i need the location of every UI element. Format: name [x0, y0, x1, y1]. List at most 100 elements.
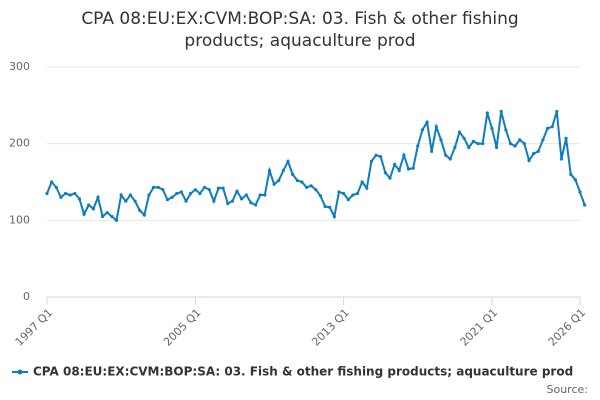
data-point	[314, 188, 318, 192]
data-point	[87, 203, 91, 207]
data-point	[304, 185, 309, 189]
data-point	[110, 214, 114, 219]
data-point	[402, 153, 406, 157]
data-point	[457, 130, 462, 134]
data-point	[59, 195, 63, 199]
y-tick-label: 300	[9, 60, 30, 73]
data-point	[439, 138, 443, 142]
data-point	[272, 182, 276, 186]
data-point	[50, 180, 54, 184]
data-point	[235, 189, 239, 193]
data-point	[189, 191, 193, 196]
y-tick-label: 0	[23, 290, 30, 303]
data-point	[425, 120, 429, 124]
data-point	[45, 191, 49, 196]
data-point	[328, 205, 332, 209]
data-point	[476, 142, 480, 146]
data-point	[323, 204, 327, 209]
data-point	[583, 203, 587, 207]
data-point	[318, 194, 323, 198]
data-point	[193, 188, 197, 192]
data-point	[138, 208, 142, 212]
data-point	[68, 193, 72, 197]
data-point	[91, 207, 95, 211]
legend-marker	[17, 369, 23, 375]
data-point	[559, 157, 564, 161]
data-point	[355, 191, 360, 196]
data-point	[388, 176, 392, 180]
data-point	[518, 138, 522, 142]
data-point	[485, 111, 489, 115]
data-point	[573, 178, 577, 182]
data-point	[309, 184, 313, 188]
data-point	[467, 145, 471, 150]
data-point	[351, 193, 355, 197]
data-point	[369, 159, 374, 163]
chart-title: CPA 08:EU:EX:CVM:BOP:SA: 03. Fish & othe…	[81, 9, 519, 51]
data-point	[430, 149, 434, 153]
data-point	[96, 195, 100, 199]
data-point	[397, 168, 401, 173]
x-tick-label: 2013 Q1	[309, 306, 352, 349]
data-point	[471, 139, 475, 143]
data-point	[286, 159, 290, 163]
data-point	[184, 199, 188, 203]
data-point	[105, 211, 109, 215]
data-point	[365, 186, 369, 190]
data-point	[119, 193, 123, 197]
data-point	[133, 199, 137, 203]
data-point	[267, 168, 272, 173]
x-tick-label: 1997 Q1	[13, 306, 56, 349]
data-point	[253, 203, 258, 207]
data-point	[221, 186, 225, 190]
data-point	[337, 190, 341, 194]
data-point	[202, 185, 207, 189]
data-point	[545, 126, 550, 130]
data-point	[393, 162, 397, 166]
data-point	[481, 142, 485, 146]
data-point	[54, 185, 58, 189]
data-point	[207, 188, 211, 192]
data-point	[443, 153, 448, 157]
data-point	[249, 201, 253, 205]
data-point	[379, 155, 383, 159]
data-point	[212, 199, 216, 203]
data-point	[77, 197, 82, 201]
data-point	[578, 190, 582, 194]
data-point	[504, 128, 508, 132]
data-point	[536, 149, 540, 153]
data-point	[73, 191, 77, 196]
data-point	[360, 180, 364, 184]
data-point	[170, 195, 174, 199]
data-point	[161, 188, 165, 192]
data-point	[152, 185, 156, 189]
data-point	[263, 193, 267, 197]
data-point	[281, 168, 285, 173]
data-point	[411, 166, 415, 170]
data-point	[291, 172, 295, 176]
data-point	[101, 214, 105, 219]
data-point	[374, 153, 378, 157]
data-point	[295, 178, 299, 183]
data-point	[230, 199, 234, 203]
data-point	[383, 171, 387, 175]
data-point	[277, 178, 281, 183]
data-point	[175, 191, 179, 196]
legend-label: CPA 08:EU:EX:CVM:BOP:SA: 03. Fish & othe…	[33, 365, 573, 379]
data-point	[198, 191, 202, 196]
data-point	[513, 144, 517, 148]
data-point	[124, 199, 128, 203]
data-point	[522, 142, 526, 146]
data-point	[165, 198, 170, 202]
data-point	[541, 138, 545, 142]
data-point	[258, 193, 262, 197]
data-point	[332, 214, 336, 219]
data-point	[142, 213, 146, 217]
data-point	[226, 201, 230, 206]
data-point	[244, 193, 248, 197]
data-point	[569, 172, 573, 176]
data-point	[448, 157, 452, 161]
y-tick-label: 200	[9, 137, 30, 150]
